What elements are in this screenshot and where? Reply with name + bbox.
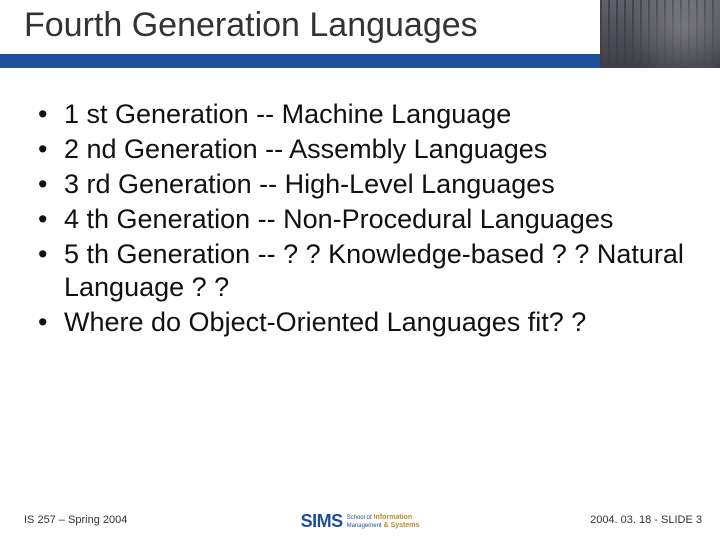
list-item: 3 rd Generation -- High-Level Languages <box>30 168 690 201</box>
bullet-list: 1 st Generation -- Machine Language 2 nd… <box>30 98 690 339</box>
slide-header: Fourth Generation Languages <box>0 0 720 68</box>
list-item: Where do Object-Oriented Languages fit? … <box>30 306 690 339</box>
sims-logo-subtext: School of Information Management & Syste… <box>347 514 420 529</box>
slide-body: 1 st Generation -- Machine Language 2 nd… <box>0 68 720 492</box>
sims-sub1a: School of <box>347 515 372 521</box>
sims-logo-mark: SIMS <box>301 511 343 532</box>
slide-footer: IS 257 – Spring 2004 SIMS School of Info… <box>0 492 720 540</box>
list-item: 4 th Generation -- Non-Procedural Langua… <box>30 203 690 236</box>
slide: Fourth Generation Languages 1 st Generat… <box>0 0 720 540</box>
header-photo <box>600 0 720 68</box>
list-item: 1 st Generation -- Machine Language <box>30 98 690 131</box>
sims-sub2b: & Systems <box>384 522 420 529</box>
list-item: 2 nd Generation -- Assembly Languages <box>30 133 690 166</box>
sims-sub2a: Management <box>347 523 382 529</box>
footer-left-text: IS 257 – Spring 2004 <box>24 514 127 526</box>
slide-title: Fourth Generation Languages <box>24 6 478 45</box>
footer-right-text: 2004. 03. 18 - SLIDE 3 <box>590 514 702 526</box>
sims-logo: SIMS School of Information Management & … <box>301 511 420 532</box>
list-item: 5 th Generation -- ? ? Knowledge-based ?… <box>30 238 690 304</box>
sims-sub1b: Information <box>374 514 413 521</box>
